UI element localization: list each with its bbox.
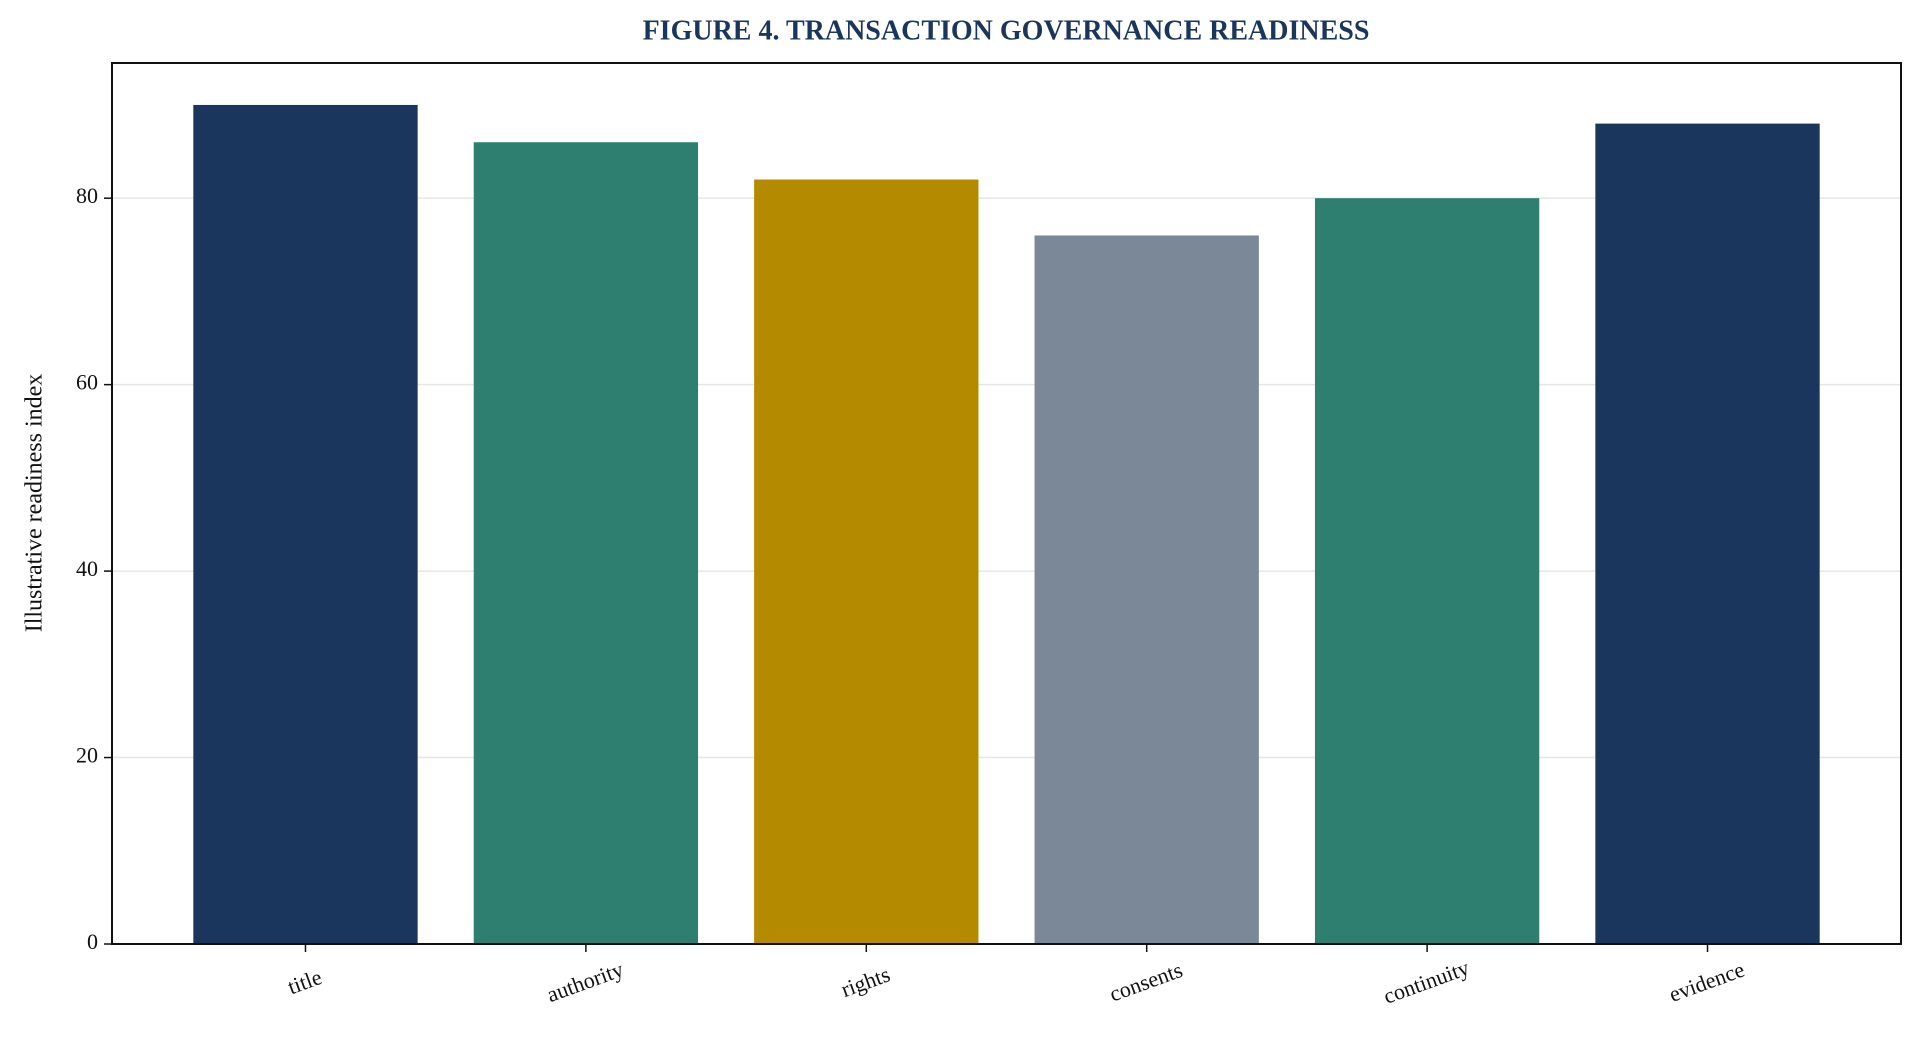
x-tick-label: authority	[543, 956, 626, 1007]
bar	[754, 179, 979, 944]
x-tick-label: consents	[1106, 957, 1186, 1006]
y-tick-label: 60	[76, 370, 98, 395]
x-tick-label: evidence	[1666, 957, 1748, 1007]
x-tick-label: title	[284, 964, 325, 999]
y-tick-label: 20	[76, 743, 98, 768]
bar	[473, 142, 699, 944]
y-axis-label: Illustrative readiness index	[22, 374, 48, 633]
x-tick-label: continuity	[1380, 955, 1472, 1009]
bar	[193, 104, 418, 944]
bar	[1034, 235, 1259, 945]
y-tick-label: 80	[76, 183, 98, 208]
bar	[1595, 123, 1820, 944]
plot-frame	[111, 62, 1902, 945]
y-tick-label: 0	[87, 929, 98, 954]
bar	[1314, 198, 1540, 944]
x-tick-label: rights	[838, 961, 894, 1002]
chart-title: FIGURE 4. TRANSACTION GOVERNANCE READINE…	[643, 15, 1370, 46]
y-tick-label: 40	[76, 556, 98, 581]
